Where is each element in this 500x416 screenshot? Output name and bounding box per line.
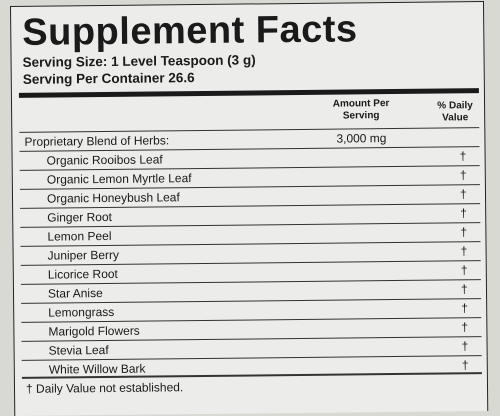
supplement-facts-panel: Supplement Facts Serving Size: 1 Level T… [10, 1, 489, 416]
ingredient-name: Organic Lemon Myrtle Leaf [46, 171, 192, 187]
ingredient-name: Star Anise [47, 286, 103, 301]
ingredient-name: Marigold Flowers [48, 323, 140, 339]
ingredient-name: Organic Honeybush Leaf [46, 190, 180, 206]
daily-value-mark: † [461, 358, 469, 373]
ingredient-name: White Willow Bark [48, 361, 146, 377]
daily-value-mark: † [459, 187, 467, 202]
serving-size: Serving Size: 1 Level Teaspoon (3 g) [22, 52, 256, 70]
panel-title: Supplement Facts [22, 8, 358, 54]
blend-amount: 3,000 mg [336, 131, 387, 146]
daily-value-column-header: % Daily Value [437, 100, 473, 124]
ingredient-name: Lemongrass [48, 304, 115, 320]
ingredient-name: Lemon Peel [47, 228, 112, 244]
daily-value-mark: † [459, 168, 467, 183]
daily-value-mark: † [461, 301, 468, 316]
amount-column-header: Amount Per Serving [332, 98, 390, 122]
ingredient-name: Organic Rooibos Leaf [46, 152, 163, 168]
daily-value-mark: † [461, 320, 469, 335]
ingredient-name: Stevia Leaf [48, 342, 109, 358]
daily-value-mark: † [460, 225, 468, 240]
daily-value-mark: † [459, 149, 467, 164]
ingredient-name: Licorice Root [47, 266, 118, 282]
daily-value-mark: † [460, 263, 468, 278]
daily-value-mark: † [460, 206, 467, 221]
thick-divider [18, 88, 479, 98]
daily-value-mark: † [460, 244, 468, 259]
daily-value-mark: † [460, 282, 468, 297]
blend-label: Proprietary Blend of Herbs: [24, 133, 170, 149]
daily-value-mark: † [461, 339, 469, 354]
ingredient-name: Ginger Root [47, 209, 112, 225]
footnote: † Daily Value not established. [25, 380, 184, 396]
ingredient-name: Juniper Berry [47, 247, 120, 263]
servings-per-container: Serving Per Container 26.6 [22, 70, 195, 87]
